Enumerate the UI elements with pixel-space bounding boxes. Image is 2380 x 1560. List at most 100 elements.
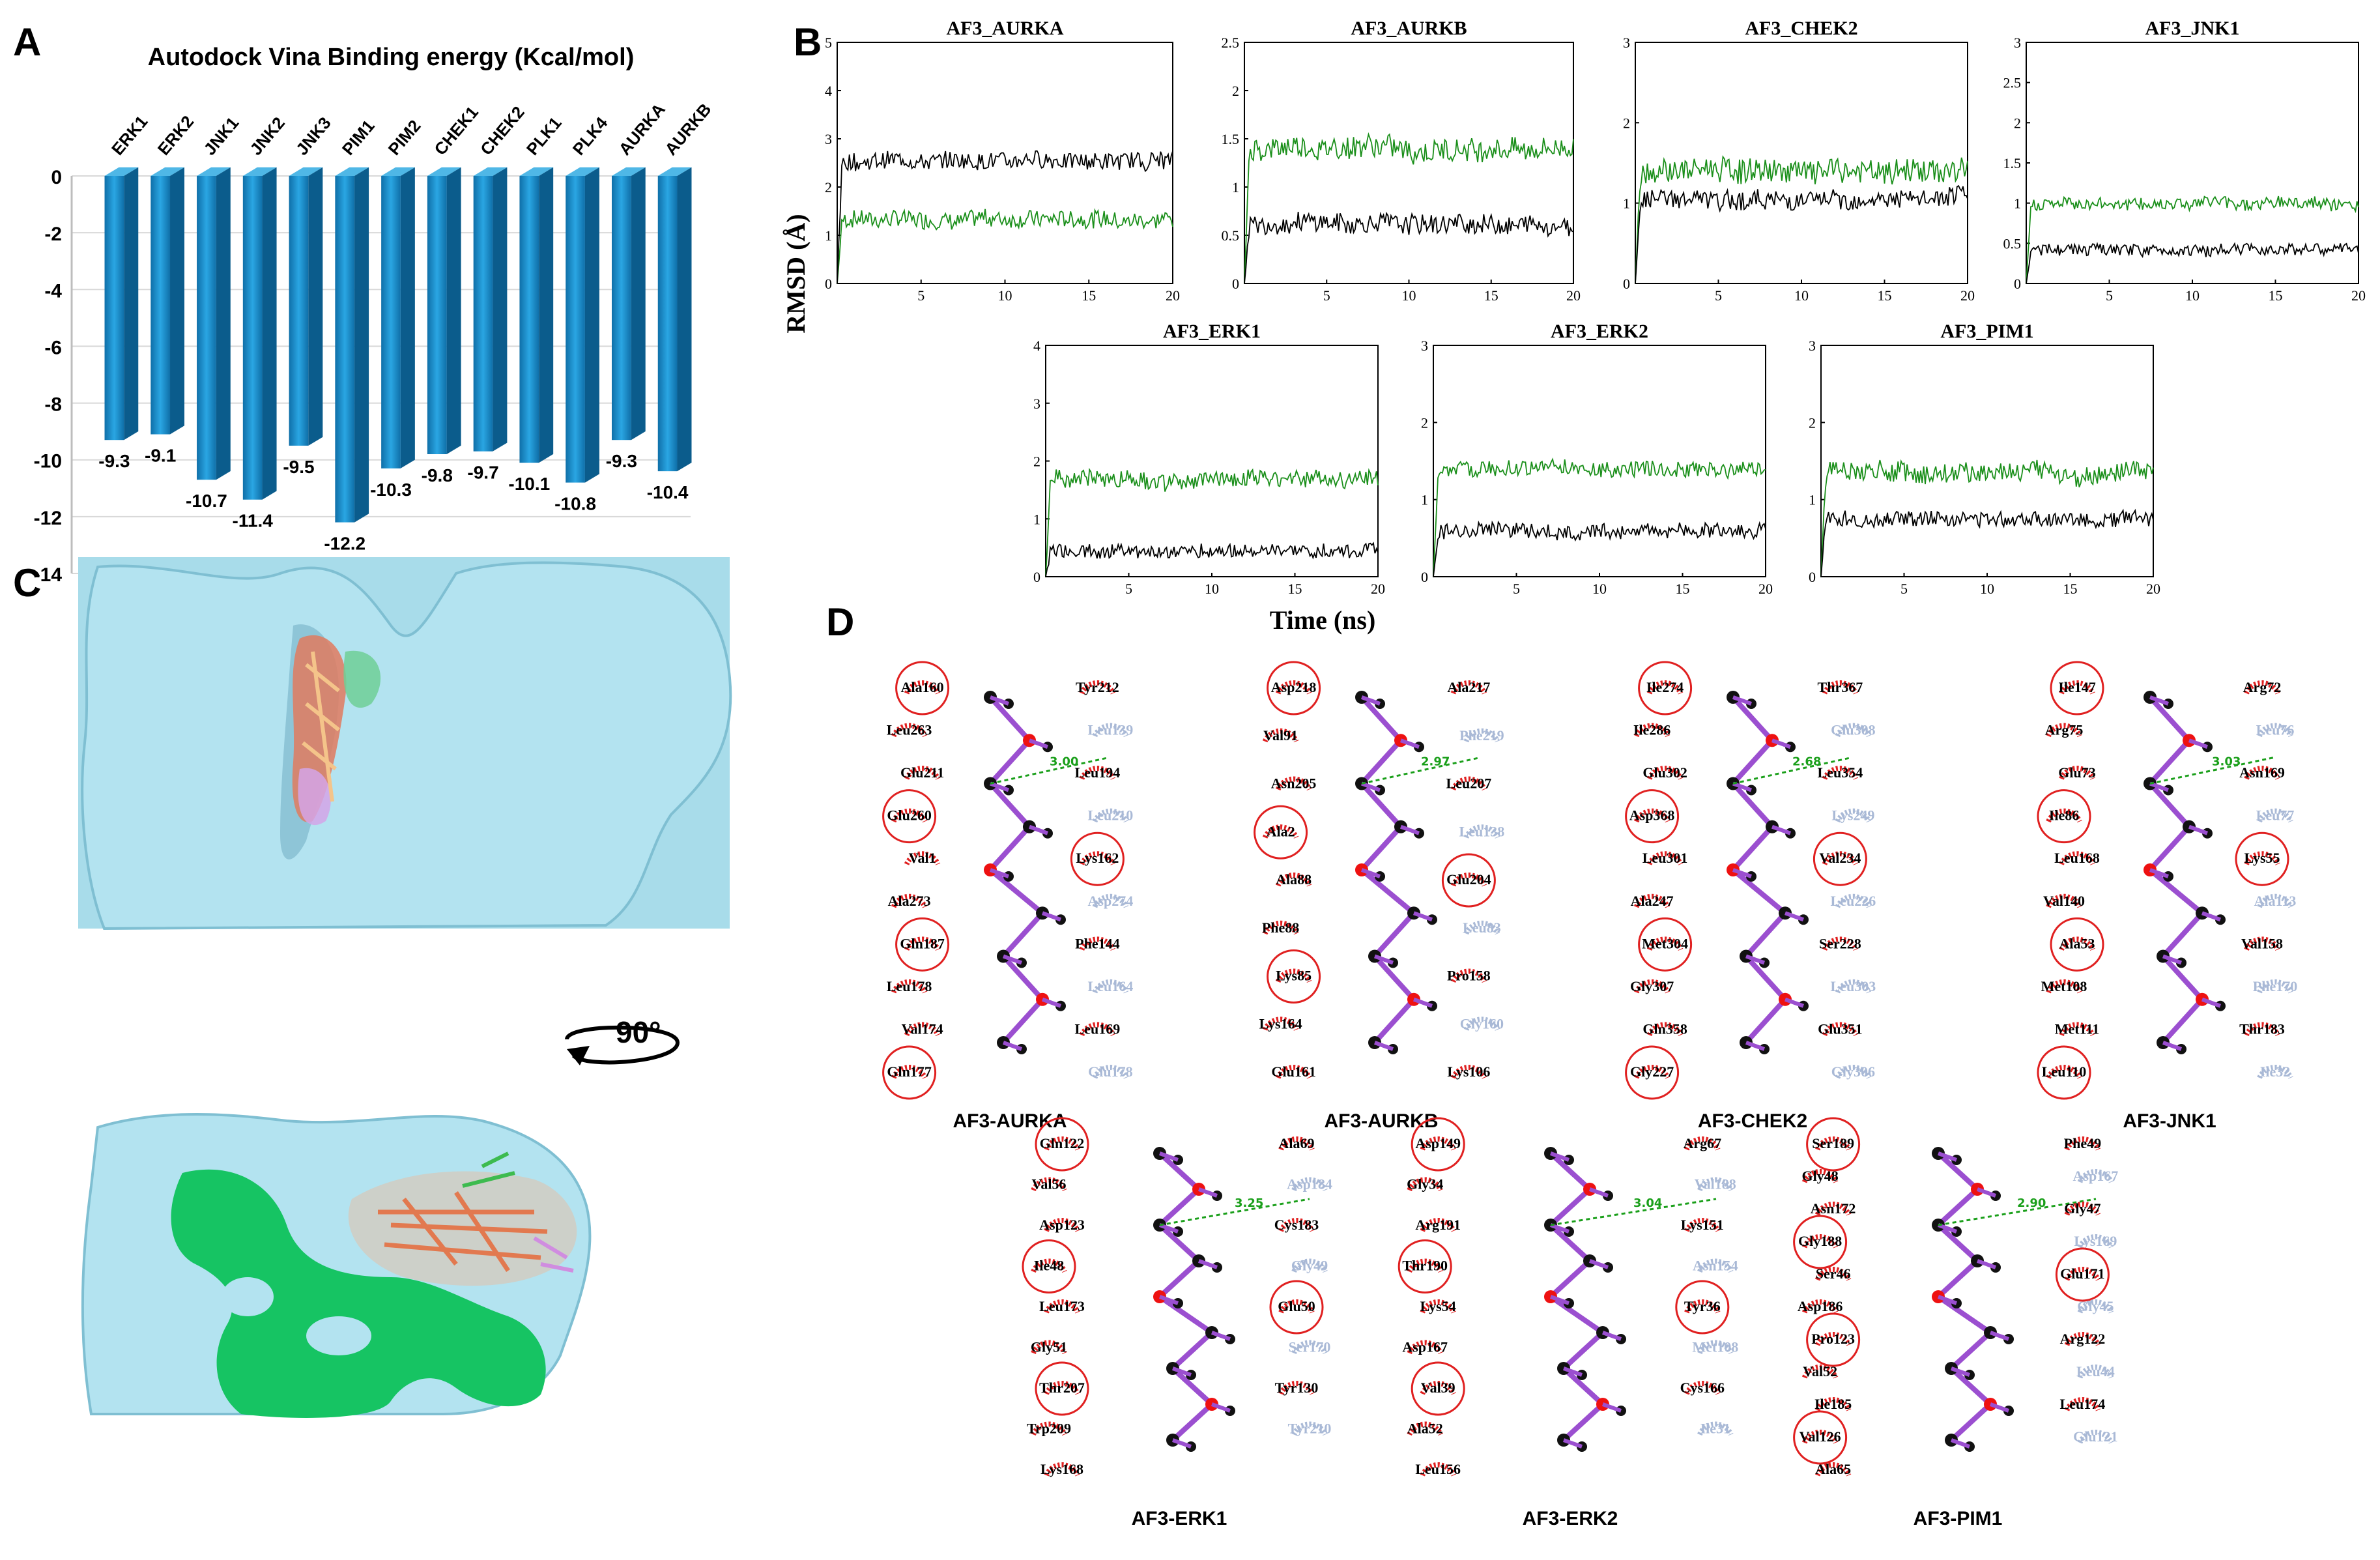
subplot-title: AF3_ERK2 (1551, 321, 1648, 342)
hydrophobic-arc-icon (2064, 1332, 2101, 1346)
hbond-distance: 3.04 (1633, 1196, 1662, 1210)
complex-name: AF3-AURKB (1325, 1110, 1439, 1132)
residue-label: Val39 (1421, 1379, 1455, 1396)
residue-label: Asp218 (1271, 679, 1317, 695)
highlight-circle (1806, 1312, 1861, 1367)
residue-label: Lys162 (1076, 850, 1119, 866)
hydrophobic-arc-icon (1275, 968, 1312, 983)
residue-label: Leu354 (1818, 764, 1863, 781)
ligand-bond (1171, 1366, 1192, 1377)
residue-label: Ser46 (1816, 1265, 1851, 1282)
hydrophobic-arc-icon (1822, 1022, 1859, 1037)
x-tick-label: 20 (1166, 287, 1180, 304)
x-tick-label: 10 (2185, 287, 2200, 304)
bar-top-face (519, 167, 554, 176)
hydrophobic-arc-icon (1801, 1430, 1839, 1444)
residue-label: Val126 (1799, 1428, 1841, 1445)
y-tick-label: 0.5 (2003, 235, 2022, 252)
residue-label: Leu139 (1088, 722, 1134, 738)
hbond-distance: 3.03 (2212, 755, 2241, 769)
bar-value-label: -11.4 (233, 511, 274, 531)
residue-label: Asp167 (2073, 1168, 2119, 1184)
bar (381, 176, 401, 469)
residue-label: Val174 (902, 1020, 943, 1037)
hydrophobic-arc-icon (1044, 1299, 1080, 1314)
y-tick-label: 4 (825, 83, 832, 99)
hydrophobic-arc-icon (1092, 808, 1129, 823)
hbond-line (1938, 1198, 2097, 1226)
residue-label: Val1 (909, 850, 936, 866)
ligand-bond (1976, 1259, 1997, 1269)
residue-label: Gly160 (1460, 1015, 1504, 1032)
y-tick-label: 1 (1809, 492, 1816, 508)
residue-label: Ile147 (2058, 679, 2095, 695)
ligand-bond (1562, 1438, 1583, 1449)
residue-label: Ile274 (1646, 679, 1684, 695)
residue-label: Gln358 (1642, 1020, 1687, 1037)
y-tick-label: 0 (1421, 569, 1428, 585)
hydrophobic-arc-icon (1822, 766, 1859, 780)
hydrophobic-arc-icon (1275, 873, 1312, 887)
residue-label: Phe88 (1262, 919, 1299, 936)
residue-label: Leu173 (1039, 1298, 1085, 1314)
residue-label: Ser189 (1812, 1135, 1854, 1151)
bar-side-face (539, 167, 554, 463)
ligand-bond (1549, 1295, 1570, 1305)
bar-value-label: -9.3 (606, 451, 637, 471)
residue-label: Ser228 (1819, 935, 1861, 951)
hydrophobic-arc-icon (1835, 723, 1872, 738)
bar (473, 176, 493, 452)
residue-label: Asp167 (1402, 1339, 1448, 1355)
residue-label: Thr367 (1818, 679, 1863, 695)
complex-name: AF3-JNK1 (2123, 1110, 2216, 1132)
plot-frame (837, 42, 1173, 284)
hydrophobic-arc-icon (1463, 728, 1500, 743)
hydrophobic-arc-icon (1044, 1381, 1080, 1395)
residue-label: Glu161 (1271, 1063, 1315, 1080)
hydrophobic-arc-icon (1420, 1381, 1456, 1395)
residue-label: Asp149 (1415, 1135, 1461, 1151)
hbond-distance: 3.00 (1050, 755, 1078, 769)
rotation-label: 90° (616, 1015, 661, 1049)
hydrophobic-arc-icon (1822, 851, 1859, 865)
bar-top-face (151, 167, 185, 176)
category-label: PIM1 (338, 116, 379, 159)
bar (611, 176, 631, 441)
hydrophobic-arc-icon (1407, 1421, 1443, 1436)
hydrophobic-arc-icon (1646, 680, 1684, 695)
chart-a-title: Autodock Vina Binding energy (Kcal/mol) (148, 44, 635, 71)
residue-label: Leu168 (2054, 850, 2100, 866)
bar (104, 176, 124, 441)
residue-label: Gly227 (1630, 1063, 1674, 1080)
hydrophobic-arc-icon (1031, 1340, 1067, 1355)
protein-rmsd-line (1244, 211, 1574, 284)
residue-label: Lys55 (2244, 850, 2280, 866)
panel-label-c: C (13, 561, 42, 605)
bar-value-label: -12.2 (324, 534, 366, 554)
residue-label: Met304 (1642, 935, 1688, 951)
y-tick-label: 0 (825, 276, 832, 292)
bar-top-face (427, 167, 461, 176)
x-tick-label: 15 (1676, 581, 1690, 597)
hydrophobic-arc-icon (1079, 766, 1116, 780)
highlight-circle (1070, 831, 1125, 886)
hydrophobic-arc-icon (2059, 936, 2095, 951)
y-tick-label: 0 (1033, 569, 1040, 585)
bar (657, 176, 678, 472)
residue-label: Ala247 (1631, 893, 1674, 909)
hydrophobic-arc-icon (1420, 1462, 1456, 1477)
residue-label: Lys168 (1040, 1461, 1083, 1477)
residue-label: Leu226 (1831, 893, 1876, 909)
plot-frame (1820, 345, 2154, 577)
y-tick-label: 0.5 (1222, 227, 1240, 244)
y-tick-label: 2 (1421, 414, 1428, 431)
hydrophobic-arc-icon (2077, 1169, 2114, 1183)
hydrophobic-arc-icon (1275, 776, 1312, 791)
hydrophobic-arc-icon (2257, 808, 2293, 823)
x-tick-label: 5 (1900, 581, 1908, 597)
protein-rmsd-line (1635, 184, 1968, 284)
highlight-circle (1267, 661, 1321, 715)
bar-top-face (335, 167, 369, 176)
bar-top-face (197, 167, 231, 176)
ligand-bond (2149, 781, 2170, 792)
